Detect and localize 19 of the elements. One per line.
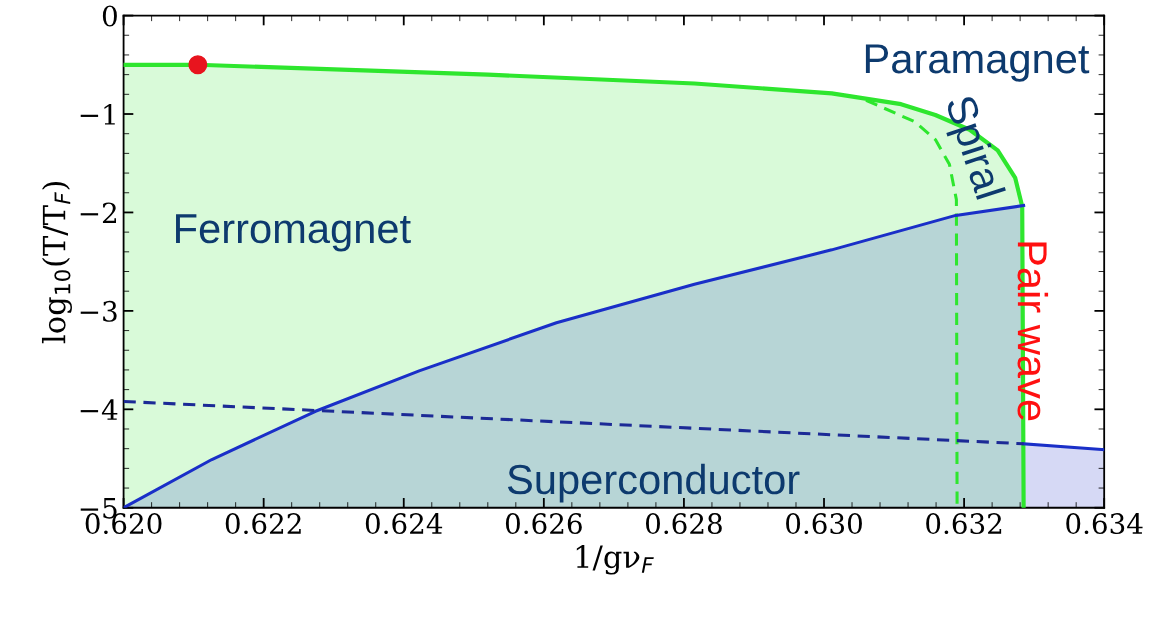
- x-tick-label: 0.630: [786, 513, 862, 535]
- y-tick-label: −3: [80, 300, 117, 322]
- annotation: Pair wave: [1017, 242, 1049, 421]
- annotation: Paramagnet: [865, 44, 1090, 82]
- x-tick-label: 0.634: [1066, 513, 1143, 535]
- y-axis-title: log$_{10}$(T/T$_{F}$): [41, 182, 72, 344]
- y-tick-label: −4: [80, 399, 118, 420]
- annotation: Ferromagnet: [176, 214, 411, 252]
- annotation: Superconductor: [507, 463, 800, 503]
- y-tick-label: −1: [80, 103, 115, 125]
- x-tick-label: 0.632: [926, 513, 1002, 535]
- x-tick-label: 0.624: [365, 513, 443, 535]
- y-tick-label: −2: [80, 202, 116, 223]
- x-tick-label: 0.622: [225, 513, 301, 535]
- x-tick-label: 0.626: [505, 513, 582, 535]
- x-tick-label: 0.628: [646, 513, 722, 535]
- y-tick-label: 0: [102, 5, 117, 27]
- x-axis-title: 1/gν$_{F}$: [576, 545, 654, 575]
- annotation: Spiral: [937, 93, 1006, 203]
